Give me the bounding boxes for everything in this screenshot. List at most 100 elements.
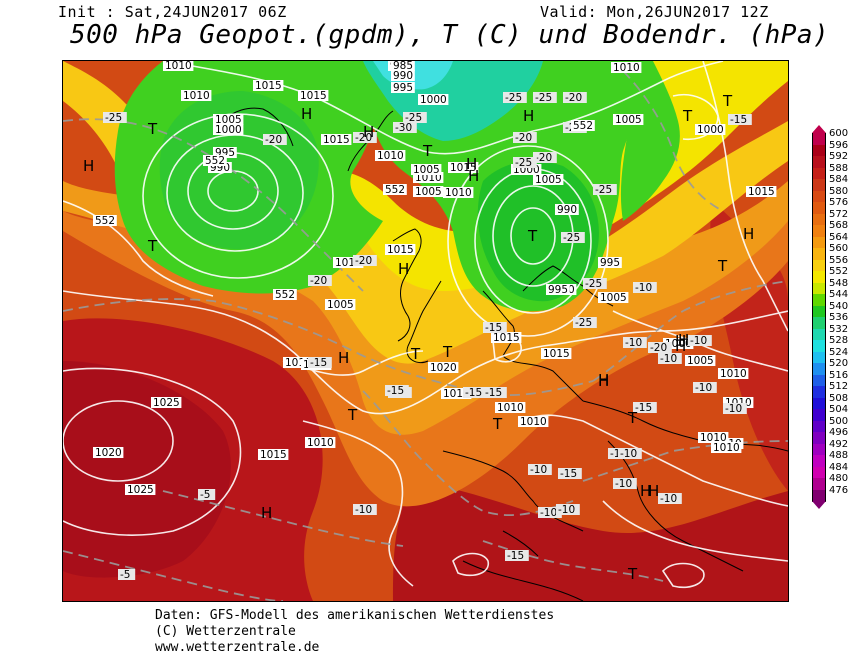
temperature-label-bg bbox=[613, 478, 637, 489]
temperature-label-bg bbox=[198, 489, 216, 500]
temperature-label: -10 bbox=[635, 282, 652, 294]
init-time: Init : Sat,24JUN2017 06Z bbox=[58, 3, 287, 21]
legend-value: 500 bbox=[829, 415, 849, 427]
pressure-label-bg bbox=[213, 124, 244, 135]
legend-value: 528 bbox=[829, 335, 849, 346]
legend-value: 532 bbox=[829, 323, 849, 335]
pressure-label: 1015 bbox=[323, 134, 350, 146]
legend-value: 508 bbox=[829, 392, 849, 404]
temperature-label: -25 bbox=[563, 232, 580, 244]
legend-value: 476 bbox=[829, 484, 849, 496]
pressure-label: 1005 bbox=[415, 186, 442, 198]
pressure-label-bg bbox=[333, 257, 364, 268]
geopotential-label: 552 bbox=[205, 155, 225, 167]
temperature-label: -15 bbox=[507, 550, 524, 562]
legend-value: 600 bbox=[829, 128, 849, 139]
pressure-label-bg bbox=[258, 449, 289, 460]
pressure-label-bg bbox=[555, 204, 579, 215]
legend-value: 524 bbox=[829, 346, 849, 358]
temperature-label: -20 bbox=[565, 92, 582, 104]
temperature-label-bg bbox=[103, 112, 127, 123]
pressure-label: 1015 bbox=[748, 186, 775, 198]
pressure-label: 1015 bbox=[387, 244, 414, 256]
low-pressure-center: T bbox=[717, 257, 728, 275]
legend-swatch bbox=[812, 225, 826, 237]
legend-swatch bbox=[812, 478, 826, 490]
pressure-label: 1005 bbox=[687, 355, 714, 367]
geopotential-label: 552 bbox=[95, 215, 115, 227]
legend-value: 584 bbox=[829, 174, 849, 185]
pressure-label: 1020 bbox=[95, 447, 122, 459]
footer-line-1: Daten: GFS-Modell des amerikanischen Wet… bbox=[155, 608, 555, 623]
temperature-label: -25 bbox=[585, 278, 602, 290]
legend-swatch bbox=[812, 443, 826, 456]
temperature-label: -10 bbox=[558, 504, 575, 516]
high-pressure-center: H bbox=[640, 482, 651, 500]
pressure-label-bg bbox=[163, 61, 194, 71]
temperature-label-bg bbox=[561, 232, 585, 243]
high-pressure-center: H bbox=[466, 155, 477, 173]
temperature-label-bg bbox=[513, 157, 537, 168]
high-pressure-center: H bbox=[363, 123, 374, 141]
pressure-label-bg bbox=[685, 355, 716, 366]
temperature-label-bg bbox=[658, 493, 682, 504]
geopotential-label: 552 bbox=[573, 120, 593, 132]
pressure-label: 1015 bbox=[543, 348, 570, 360]
pressure-label: 1010 bbox=[520, 416, 547, 428]
geopotential-label: 552 bbox=[385, 184, 405, 196]
pressure-label: 1020 bbox=[430, 362, 457, 374]
low-pressure-center: T bbox=[347, 406, 358, 424]
legend-value: 516 bbox=[829, 369, 849, 381]
temperature-label: -10 bbox=[695, 382, 712, 394]
legend-value: 484 bbox=[829, 461, 849, 473]
temperature-label: -25 bbox=[515, 157, 532, 169]
pressure-label-bg bbox=[321, 134, 352, 145]
temperature-label-bg bbox=[723, 403, 747, 414]
pressure-label: 1010 bbox=[720, 368, 747, 380]
temperature-label-bg bbox=[308, 275, 332, 286]
low-pressure-center: T bbox=[147, 120, 158, 138]
coastlines bbox=[222, 107, 788, 601]
temperature-label: -20 bbox=[265, 134, 282, 146]
pressure-label-bg bbox=[125, 484, 156, 495]
legend-bottom-arrow bbox=[812, 501, 826, 509]
footer-line-2: (C) Wetterzentrale bbox=[155, 624, 296, 639]
green-trough-west-inner bbox=[159, 91, 319, 250]
high-pressure-center: H bbox=[338, 349, 349, 367]
pressure-label: 1010 bbox=[497, 402, 524, 414]
pressure-label-bg bbox=[93, 447, 124, 458]
pressure-label-bg bbox=[391, 70, 415, 81]
valid-time: Valid: Mon,26JUN2017 12Z bbox=[540, 3, 769, 21]
temperature-label-bg bbox=[533, 92, 557, 103]
green-ne bbox=[620, 61, 680, 221]
pressure-label-bg bbox=[151, 397, 182, 408]
legend-value: 512 bbox=[829, 381, 849, 392]
pressure-label-bg bbox=[448, 162, 479, 173]
pressure-label: 1010 bbox=[377, 150, 404, 162]
temperature-label: -20 bbox=[535, 152, 552, 164]
geopotential-label-bg bbox=[93, 215, 117, 226]
temperature-label-bg bbox=[263, 134, 287, 145]
pressure-label-bg bbox=[443, 187, 474, 198]
pressure-label-bg bbox=[411, 164, 442, 175]
legend-swatch bbox=[812, 133, 826, 145]
temperature-label: -20 bbox=[650, 342, 667, 354]
legend-value: 480 bbox=[829, 473, 849, 484]
temperature-label-bg bbox=[593, 184, 617, 195]
pressure-label: 1005 bbox=[413, 164, 440, 176]
temperature-label-bg bbox=[618, 448, 642, 459]
high-pressure-center: H bbox=[398, 260, 409, 278]
legend-value: 564 bbox=[829, 231, 849, 243]
legend-value: 492 bbox=[829, 438, 849, 450]
temperature-label: -10 bbox=[530, 464, 547, 476]
temperature-label-bg bbox=[353, 132, 377, 143]
high-pressure-center: H bbox=[598, 371, 609, 389]
geopotential-label-bg bbox=[571, 120, 595, 131]
legend-value: 576 bbox=[829, 197, 849, 208]
map-title: 500 hPa Geopot.(gpdm), T (C) und Bodendr… bbox=[70, 20, 830, 50]
temperature-label: -15 bbox=[485, 322, 502, 334]
footer: Daten: GFS-Modell des amerikanischen Wet… bbox=[155, 608, 554, 656]
high-pressure-center: H bbox=[83, 157, 94, 175]
pressure-label-bg bbox=[213, 147, 237, 158]
low-pressure-center: T bbox=[492, 415, 503, 433]
